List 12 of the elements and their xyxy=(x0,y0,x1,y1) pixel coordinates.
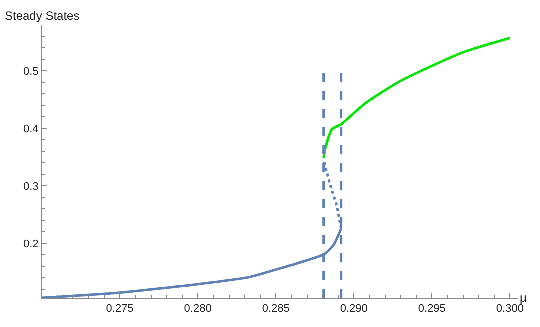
x-tick-label: 0.280 xyxy=(184,303,212,316)
x-tick-label: 0.285 xyxy=(262,303,290,316)
x-tick-label: 0.290 xyxy=(340,303,368,316)
x-tick-label: 0.275 xyxy=(106,303,134,316)
x-axis-title: μ xyxy=(520,291,527,305)
y-tick-label: 0.5 xyxy=(24,66,39,78)
x-tick-label: 0.295 xyxy=(418,303,446,316)
x-tick-label: 0.300 xyxy=(496,303,524,316)
y-tick-label: 0.2 xyxy=(24,238,39,250)
y-tick-label: 0.3 xyxy=(24,180,39,193)
y-axis-title: Steady States xyxy=(5,9,80,23)
y-tick-label: 0.4 xyxy=(24,123,39,136)
